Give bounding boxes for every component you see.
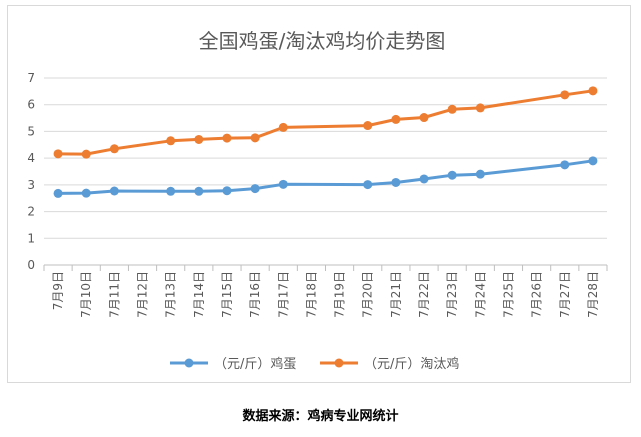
x-tick-label: 7月11日 bbox=[107, 271, 121, 318]
x-tick-label: 7月15日 bbox=[220, 271, 234, 318]
chart-frame: 全国鸡蛋/淘汰鸡均价走势图 0 1 2 3 4 5 6 7 7月9日 7月10日 7月11日 7月12… bbox=[7, 5, 631, 383]
y-tick-label: 3 bbox=[27, 178, 35, 192]
legend-label: （元/斤）鸡蛋 bbox=[214, 356, 296, 372]
x-tick-label: 7月17日 bbox=[276, 271, 290, 318]
x-tick-label: 7月23日 bbox=[445, 271, 459, 318]
data-point bbox=[109, 186, 119, 196]
x-tick-label: 7月14日 bbox=[192, 271, 206, 318]
legend-swatch-marker bbox=[184, 358, 194, 368]
legend: （元/斤）鸡蛋 （元/斤）淘汰鸡 bbox=[170, 356, 459, 372]
data-point bbox=[391, 177, 401, 187]
series-line-0 bbox=[58, 159, 594, 195]
data-point bbox=[363, 180, 373, 190]
data-point bbox=[166, 186, 176, 196]
series-line-1 bbox=[58, 89, 594, 156]
y-tick-label: 6 bbox=[27, 98, 35, 112]
x-tick-label: 7月13日 bbox=[164, 271, 178, 318]
x-tick-label: 7月21日 bbox=[389, 271, 403, 318]
data-point bbox=[419, 113, 429, 123]
data-point bbox=[81, 188, 91, 198]
data-point bbox=[588, 86, 598, 96]
data-point bbox=[81, 149, 91, 159]
data-point bbox=[250, 184, 260, 194]
y-tick-label: 0 bbox=[27, 258, 35, 272]
data-point bbox=[475, 169, 485, 179]
data-point bbox=[53, 188, 63, 198]
data-point bbox=[278, 122, 288, 132]
data-point bbox=[419, 174, 429, 184]
data-point bbox=[222, 133, 232, 143]
legend-swatch-marker bbox=[334, 358, 344, 368]
data-point bbox=[194, 134, 204, 144]
y-tick-label: 2 bbox=[27, 205, 35, 219]
data-point bbox=[391, 114, 401, 124]
data-point bbox=[222, 186, 232, 196]
data-point bbox=[588, 156, 598, 166]
y-tick-label: 7 bbox=[27, 71, 35, 85]
x-tick-label: 7月18日 bbox=[304, 271, 318, 318]
legend-label: （元/斤）淘汰鸡 bbox=[364, 356, 459, 372]
y-tick-label: 1 bbox=[27, 231, 35, 245]
x-tick-label: 7月16日 bbox=[248, 271, 262, 318]
data-point bbox=[475, 103, 485, 113]
x-tick-label: 7月10日 bbox=[79, 271, 93, 318]
x-tick-label: 7月20日 bbox=[361, 271, 375, 318]
series-lines bbox=[53, 86, 598, 198]
y-tick-label: 5 bbox=[27, 124, 35, 138]
data-point bbox=[560, 160, 570, 170]
data-point bbox=[560, 90, 570, 100]
data-point bbox=[447, 170, 457, 180]
chart-title: 全国鸡蛋/淘汰鸡均价走势图 bbox=[199, 29, 446, 53]
y-tick-label: 4 bbox=[27, 151, 35, 165]
data-point bbox=[53, 149, 63, 159]
x-tick-label: 7月19日 bbox=[333, 271, 347, 318]
source-note: 数据来源：鸡病专业网统计 bbox=[242, 409, 399, 424]
data-point bbox=[194, 186, 204, 196]
x-tick-label: 7月26日 bbox=[530, 271, 544, 318]
x-tick-label: 7月24日 bbox=[473, 271, 487, 318]
data-point bbox=[447, 104, 457, 114]
data-point bbox=[250, 133, 260, 143]
data-point bbox=[166, 136, 176, 146]
data-point bbox=[363, 121, 373, 131]
axes: 0 1 2 3 4 5 6 7 7月9日 7月10日 7月11日 7月12日 7月13日 7月14日 7月1… bbox=[27, 71, 608, 318]
x-tick-label: 7月25日 bbox=[501, 271, 515, 318]
data-point bbox=[278, 179, 288, 189]
x-tick-label: 7月12日 bbox=[136, 271, 150, 318]
x-tick-label: 7月22日 bbox=[417, 271, 431, 318]
x-tick-label: 7月28日 bbox=[586, 271, 600, 318]
x-tick-label: 7月27日 bbox=[558, 271, 572, 318]
line-chart: 全国鸡蛋/淘汰鸡均价走势图 0 1 2 3 4 5 6 7 7月9日 7月10日 7月11日 7月12… bbox=[27, 29, 608, 372]
x-tick-label: 7月9日 bbox=[51, 271, 65, 310]
data-point bbox=[109, 144, 119, 154]
